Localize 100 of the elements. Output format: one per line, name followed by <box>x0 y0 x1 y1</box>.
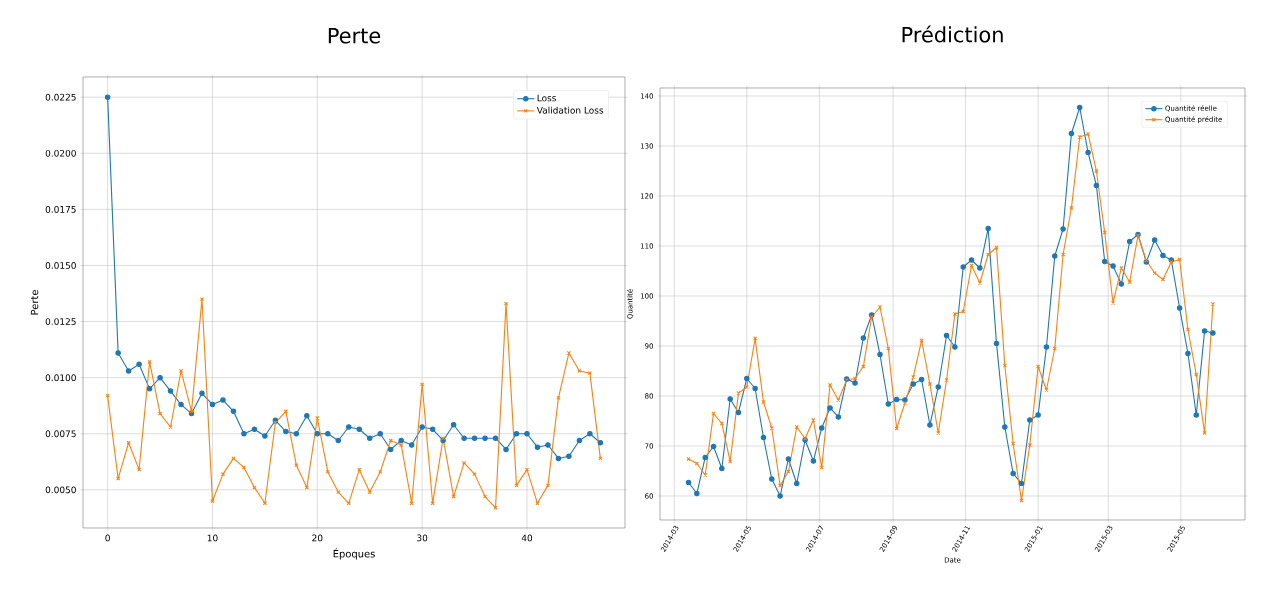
point <box>524 467 530 472</box>
point <box>231 456 236 461</box>
point <box>482 435 488 441</box>
point <box>482 494 488 499</box>
point <box>315 415 320 421</box>
point <box>104 94 111 100</box>
point <box>210 498 215 504</box>
point <box>136 361 142 367</box>
point <box>241 431 247 437</box>
point <box>251 426 258 433</box>
point <box>524 431 530 437</box>
y-tick-label: 0.0100 <box>45 374 76 382</box>
point <box>450 422 457 428</box>
point <box>587 431 593 437</box>
y-tick-label: 0.0125 <box>45 318 76 325</box>
point <box>283 409 288 414</box>
point <box>493 505 498 510</box>
point <box>587 371 592 376</box>
point <box>209 401 216 408</box>
point <box>220 472 226 477</box>
point <box>503 446 509 453</box>
point <box>545 442 551 448</box>
point <box>471 435 478 441</box>
point <box>534 444 541 450</box>
point <box>178 401 184 408</box>
point <box>576 437 583 444</box>
point <box>461 435 467 441</box>
point <box>293 431 300 437</box>
point <box>367 489 372 495</box>
point <box>461 460 467 466</box>
point <box>357 467 362 472</box>
point <box>535 501 540 506</box>
y-tick-label: 0.0175 <box>45 205 76 213</box>
point <box>304 485 309 490</box>
point <box>294 463 299 468</box>
point <box>230 408 237 415</box>
x-tick-label: 30 <box>417 534 428 542</box>
y-tick-label: 0.0150 <box>45 262 76 269</box>
x-tick-label: 0 <box>105 534 110 542</box>
point <box>377 431 383 437</box>
point <box>262 433 268 439</box>
point <box>566 453 572 459</box>
point <box>136 467 142 472</box>
legend-label: Loss <box>537 94 557 102</box>
point <box>503 301 509 306</box>
point <box>336 489 341 495</box>
point <box>597 439 604 446</box>
point <box>356 426 362 433</box>
point <box>241 465 247 470</box>
point <box>125 368 132 374</box>
point <box>566 350 572 356</box>
point <box>304 413 310 419</box>
x-tick-label: 10 <box>207 534 218 542</box>
point <box>157 411 163 416</box>
point <box>378 469 383 474</box>
y-tick-label: 0.0225 <box>45 93 76 101</box>
point <box>451 494 456 499</box>
point <box>387 446 394 453</box>
y-tick-label: 0.0075 <box>45 430 76 438</box>
point <box>325 469 330 474</box>
point <box>409 501 414 506</box>
point <box>429 426 436 433</box>
point <box>346 501 351 506</box>
point <box>314 431 321 437</box>
point <box>116 476 121 481</box>
point <box>366 435 373 441</box>
point <box>178 368 184 374</box>
point <box>199 297 205 302</box>
point <box>335 437 342 444</box>
point <box>283 428 289 435</box>
point <box>472 472 477 477</box>
point <box>325 431 331 437</box>
y-tick-label: 0.0200 <box>45 149 76 157</box>
point <box>147 359 152 365</box>
y-axis-title: Perte <box>30 290 39 315</box>
point <box>577 368 582 374</box>
point <box>492 435 499 441</box>
point <box>115 350 121 356</box>
point <box>167 388 174 394</box>
point <box>220 397 226 403</box>
y-tick-label: 0.0050 <box>45 486 76 494</box>
point <box>420 382 425 387</box>
point <box>430 501 435 506</box>
point <box>545 483 551 488</box>
point <box>556 395 561 400</box>
legend-label: Validation Loss <box>536 106 604 114</box>
point <box>398 437 404 444</box>
point <box>252 485 257 490</box>
point <box>388 438 393 443</box>
point <box>126 440 131 445</box>
point <box>168 424 173 430</box>
point <box>157 374 163 381</box>
x-tick-label: 40 <box>521 534 533 542</box>
point <box>555 455 562 462</box>
point <box>199 390 205 397</box>
point <box>262 501 268 506</box>
point <box>514 483 519 488</box>
point <box>408 442 415 448</box>
point <box>419 424 425 430</box>
point <box>146 386 153 392</box>
